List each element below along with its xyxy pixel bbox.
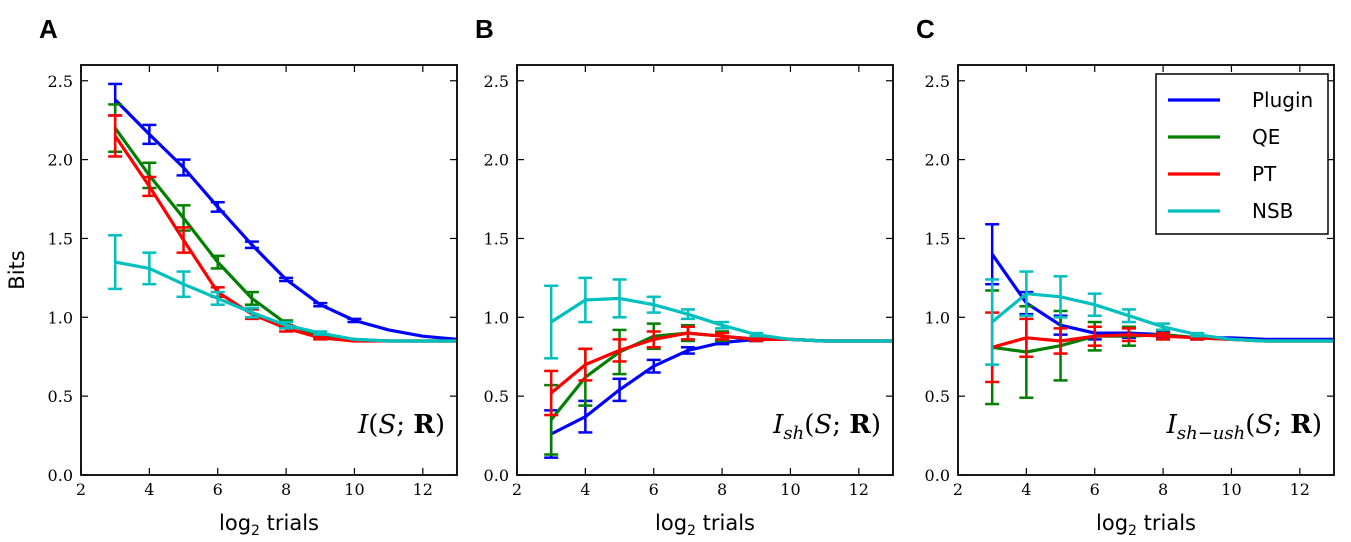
x-tick-label: 2	[512, 480, 522, 499]
x-tick-label: 4	[580, 480, 590, 499]
legend-label: Plugin	[1252, 88, 1313, 112]
panel-annotation: Ish(S; R)	[772, 410, 881, 444]
y-tick-label: 2.5	[925, 72, 950, 91]
y-axis-title: Bits	[5, 250, 29, 289]
legend-label: PT	[1252, 162, 1277, 186]
panel-letter: A	[39, 14, 58, 44]
panel-annotation: I(S; R)	[357, 410, 445, 440]
y-tick-label: 1.5	[484, 229, 509, 248]
x-tick-label: 6	[213, 480, 223, 499]
series-qe	[985, 289, 1334, 406]
x-tick-label: 8	[281, 480, 291, 499]
x-tick-label: 12	[849, 480, 869, 499]
x-tick-label: 2	[76, 480, 86, 499]
y-tick-label: 1.0	[484, 308, 509, 327]
y-tick-label: 0.5	[48, 387, 73, 406]
y-tick-label: 1.0	[48, 308, 73, 327]
legend-label: QE	[1252, 125, 1280, 149]
plot-frame	[516, 64, 894, 476]
x-tick-label: 10	[1221, 480, 1241, 499]
plot-data	[544, 276, 893, 459]
x-tick-label: 12	[413, 480, 433, 499]
panel-a: A 2 4 6 8 10 12 0.0 0.5 1.0 1.5 2.0 2.5 log2 trials Bi…	[5, 14, 458, 539]
series-nsb	[985, 270, 1334, 366]
x-tick-label: 10	[780, 480, 800, 499]
series-qe	[108, 103, 457, 343]
x-axis-title: log2 trials	[219, 511, 319, 539]
y-tick-label: 2.5	[48, 72, 73, 91]
series-line	[113, 127, 457, 343]
series-plugin	[108, 82, 457, 341]
y-tick-label: 0.0	[484, 466, 509, 485]
x-tick-label: 8	[717, 480, 727, 499]
x-axis-title: log2 trials	[655, 511, 755, 539]
x-tick-label: 8	[1158, 480, 1168, 499]
y-tick-label: 0.5	[484, 387, 509, 406]
y-tick-label: 2.0	[48, 151, 73, 170]
x-tick-label: 4	[144, 480, 154, 499]
x-tick-label: 6	[1090, 480, 1100, 499]
y-tick-label: 1.5	[48, 229, 73, 248]
plot-frame	[957, 64, 1335, 476]
series-line	[114, 98, 457, 341]
panel-letter: B	[475, 14, 494, 44]
x-axis-title: log2 trials	[1096, 511, 1196, 539]
series-line	[114, 260, 457, 343]
legend: Plugin QE PT NSB	[1155, 73, 1329, 235]
series-nsb	[544, 276, 893, 360]
y-tick-label: 0.0	[48, 466, 73, 485]
panel-c: C 2 4 6 8 10 12 0.0 0.5 1.0 1.5 2.0 2.5 log2 trials Is…	[916, 14, 1335, 539]
series-pt	[108, 114, 457, 343]
y-tick-label: 2.0	[484, 151, 509, 170]
series-line	[549, 331, 893, 421]
panel-b: B 2 4 6 8 10 12 0.0 0.5 1.0 1.5 2.0 2.5 log2 trials Is…	[475, 14, 894, 539]
panel-annotation: Ish−ush(S; R)	[1166, 410, 1322, 444]
plot-data	[108, 82, 457, 343]
series-line	[113, 135, 457, 343]
y-tick-label: 2.0	[925, 151, 950, 170]
x-tick-label: 2	[953, 480, 963, 499]
panel-letter: C	[916, 14, 935, 44]
y-tick-label: 1.5	[925, 229, 950, 248]
series-line	[991, 292, 1334, 343]
series-nsb	[108, 234, 457, 343]
x-tick-label: 6	[649, 480, 659, 499]
y-tick-label: 1.0	[925, 308, 950, 327]
series-plugin	[985, 223, 1334, 341]
y-tick-label: 0.5	[925, 387, 950, 406]
x-tick-label: 10	[344, 480, 364, 499]
y-tick-label: 2.5	[484, 72, 509, 91]
y-tick-label: 0.0	[925, 466, 950, 485]
x-tick-label: 12	[1290, 480, 1310, 499]
plot-data	[985, 223, 1334, 406]
legend-label: NSB	[1252, 199, 1293, 223]
plot-frame	[80, 64, 458, 476]
panels-group: A 2 4 6 8 10 12 0.0 0.5 1.0 1.5 2.0 2.5 log2 trials Bi…	[5, 14, 1335, 539]
series-line	[550, 296, 893, 343]
x-tick-label: 4	[1021, 480, 1031, 499]
